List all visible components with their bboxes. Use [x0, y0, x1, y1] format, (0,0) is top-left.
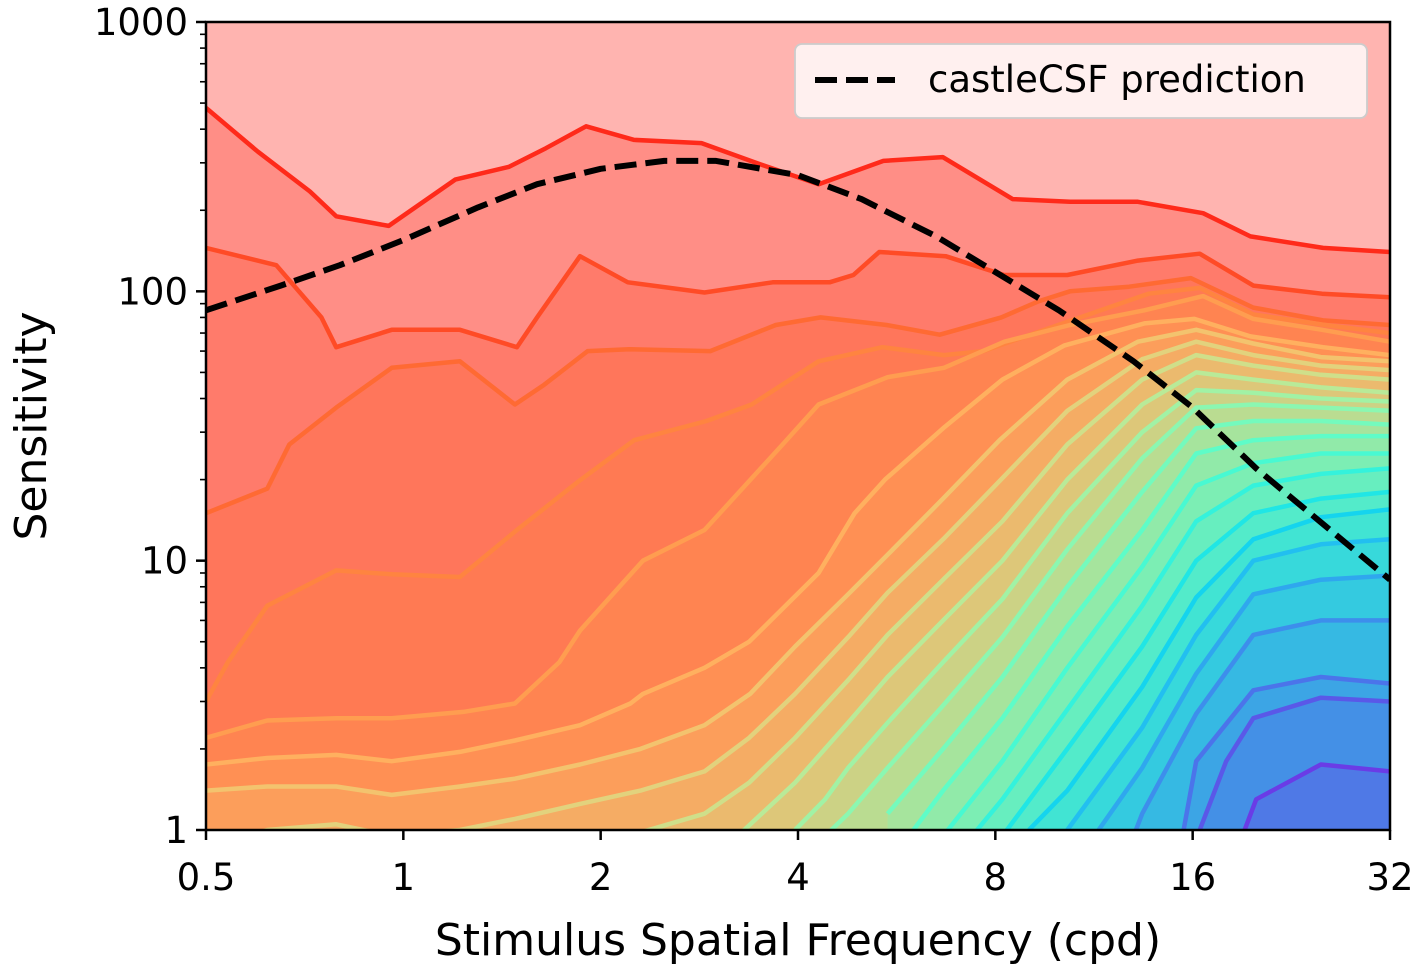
contour-band-10 [795, 390, 1390, 830]
contour-line-8 [640, 352, 1390, 830]
y-tick-label: 10 [141, 540, 188, 583]
x-tick-label: 16 [1169, 856, 1216, 899]
contour-line-10 [793, 387, 1390, 830]
x-axis: 0.5 1 2 4 8 16 32 [177, 830, 1414, 899]
contour-band-15 [977, 468, 1390, 830]
x-tick-label: 2 [589, 856, 613, 899]
contour-line-2 [206, 275, 1390, 516]
y-axis-title: Sensitivity [6, 311, 57, 540]
x-tick-label: 32 [1366, 856, 1413, 899]
contour-line-17 [1027, 507, 1390, 830]
contour-band-17 [1028, 509, 1390, 830]
contour-band-5 [206, 318, 1390, 830]
contour-line-22 [1197, 695, 1390, 830]
contour-line-3 [206, 285, 1390, 703]
contour-line-1 [206, 245, 1390, 350]
y-tick-label: 1000 [94, 1, 188, 44]
contour-line-19 [1096, 573, 1390, 830]
contour-band-9 [744, 372, 1390, 830]
contour-line-20 [1133, 618, 1390, 830]
y-axis: 1 10 100 1000 [94, 1, 206, 852]
contour-line-layer [206, 106, 1390, 830]
contour-line-16 [1004, 489, 1390, 830]
x-axis-title: Stimulus Spatial Frequency (cpd) [435, 915, 1161, 966]
contour-line-14 [944, 451, 1390, 830]
contour-band-12 [887, 421, 1390, 830]
contour-line-23 [1242, 762, 1390, 830]
contour-line-4 [206, 293, 1390, 740]
contour-line-0 [206, 106, 1390, 255]
contour-band-23 [1244, 764, 1390, 830]
y-tick-label: 1 [164, 809, 188, 852]
contour-line-12 [885, 418, 1390, 816]
contour-line-13 [911, 433, 1390, 830]
x-tick-label: 4 [786, 856, 810, 899]
x-tick-label: 1 [392, 856, 416, 899]
contour-line-15 [975, 466, 1390, 830]
legend: castleCSF prediction [794, 43, 1368, 119]
x-tick-label: 8 [984, 856, 1008, 899]
contour-band-8 [648, 355, 1390, 830]
contour-line-7 [259, 339, 1390, 830]
contour-line-21 [1181, 674, 1390, 830]
contour-line-6 [206, 327, 1390, 798]
contour-band-2 [206, 278, 1390, 830]
x-tick-label: 0.5 [177, 856, 236, 899]
legend-box [794, 43, 1368, 119]
legend-label: castleCSF prediction [928, 58, 1306, 101]
y-tick-label: 100 [117, 270, 188, 313]
contour-line-9 [740, 370, 1390, 830]
contour-band-20 [1135, 620, 1390, 830]
contour-line-11 [828, 402, 1390, 830]
contour-line-5 [206, 316, 1390, 767]
contour-band-7 [267, 341, 1390, 830]
contour-line-18 [1065, 537, 1390, 830]
contour-band-4 [206, 296, 1390, 830]
